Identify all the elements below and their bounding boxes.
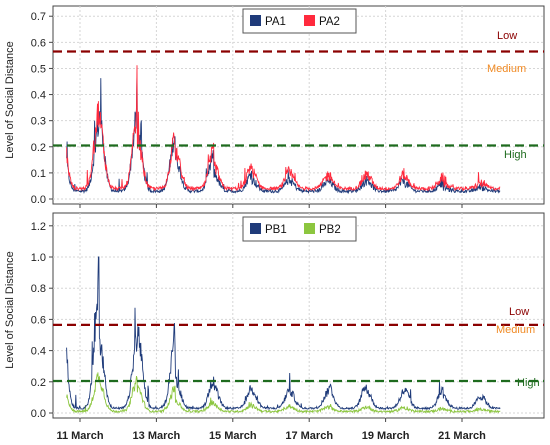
y-tick-label: 0.0 [31,194,46,206]
threshold-label-high-top: High [504,149,527,161]
threshold-label-low-bottom: Low [509,306,529,318]
y-tick-label: 0.4 [31,346,46,358]
x-tick-label: 13 March [133,430,181,442]
y-tick-label: 0.8 [31,283,46,295]
threshold-label-low-top: Low [497,30,517,42]
x-ticks-bottom: 11 March 13 March 15 March 17 March 19 March… [56,418,486,442]
y-tick-label: 0.0 [31,408,46,420]
legend-label-pa1: PA1 [265,16,286,28]
y-ticks-bottom: 0.0 0.2 0.4 0.6 0.8 1.0 1.2 [31,221,53,420]
thresholds-top [53,50,544,147]
x-tick-label: 17 March [285,430,333,442]
legend-swatch-pb1 [250,223,261,234]
y-tick-label: 0.3 [31,116,46,128]
y-tick-label: 0.2 [31,377,46,389]
legend-box-bottom [242,216,357,242]
legend-label-pa2: PA2 [319,16,340,28]
x-tick-label: 21 March [438,430,486,442]
plot-frame-bottom [52,212,545,419]
series-top [66,65,501,195]
y-tick-label: 1.2 [31,221,46,233]
y-axis-label-top: Level of Social Distance [4,41,16,158]
series-line-pb1 [66,256,501,411]
legend-label-pb2: PB2 [319,224,341,236]
x-ticks-top [79,204,463,208]
y-tick-label: 0.2 [31,142,46,154]
x-tick-label: 15 March [209,430,257,442]
panel-bottom: Level of Social Distance 0.0 0.2 0.4 0.6 0.8… [4,212,545,442]
y-axis-label-bottom: Level of Social Distance [4,251,16,368]
series-line-pb2 [66,372,501,414]
legend-top: PA1 PA2 [242,8,357,34]
x-tick-label: 19 March [362,430,410,442]
y-tick-label: 0.1 [31,168,46,180]
legend-bottom: PB1 PB2 [242,216,357,242]
panel-top: Level of Social Distance 0.0 0.1 0.2 0.3 0.4… [4,5,545,208]
band-label-medium-top: Medium [487,63,526,75]
legend-swatch-pa1 [250,15,261,26]
legend-swatch-pb2 [304,223,315,234]
y-tick-label: 0.5 [31,63,46,75]
y-ticks-top: 0.0 0.1 0.2 0.3 0.4 0.5 0.6 0.7 [31,11,53,206]
x-tick-label: 11 March [56,430,103,442]
threshold-label-high-bottom: High [517,377,540,389]
series-line-pa2 [66,65,501,192]
thresholds-bottom [53,323,544,383]
plot-frame-top [52,5,545,205]
series-bottom [66,256,501,414]
y-tick-label: 1.0 [31,252,46,264]
y-tick-label: 0.6 [31,37,46,49]
legend-swatch-pa2 [304,15,315,26]
y-tick-label: 0.6 [31,314,46,326]
y-tick-label: 0.7 [31,11,46,23]
legend-label-pb1: PB1 [265,224,287,236]
y-tick-label: 0.4 [31,90,46,102]
band-label-medium-bottom: Medium [496,324,535,336]
legend-box-top [242,8,357,34]
